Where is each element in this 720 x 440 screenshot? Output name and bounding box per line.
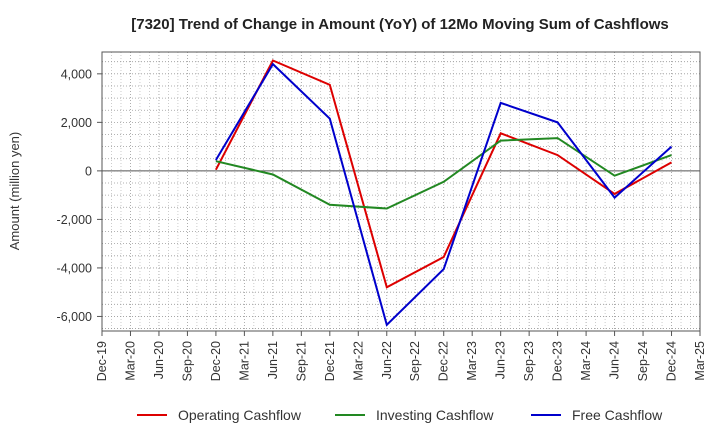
x-tick-label: Sep-23	[522, 341, 536, 381]
legend: Operating Cashflow Investing Cashflow Free…	[137, 407, 663, 423]
x-tick-label: Dec-21	[323, 341, 337, 381]
x-tick-label: Mar-25	[693, 341, 707, 381]
x-tick-label: Sep-20	[180, 341, 194, 381]
x-tick-label: Dec-19	[95, 341, 109, 381]
x-tick-label: Dec-22	[437, 341, 451, 381]
x-tick-label: Sep-21	[294, 341, 308, 381]
y-tick-label: 0	[85, 164, 92, 178]
plot-frame	[101, 51, 701, 332]
grid	[101, 52, 701, 331]
x-tick-label: Mar-20	[123, 341, 137, 381]
x-axis: Dec-19 Mar-20 Jun-20 Sep-20 Dec-20 Mar-21 Jun-…	[95, 331, 707, 381]
series-line-investing-cashflow	[215, 137, 672, 210]
x-tick-label: Jun-22	[380, 341, 394, 379]
x-tick-label: Mar-23	[465, 341, 479, 381]
y-tick-label: -6,000	[57, 310, 92, 324]
y-tick-label: -2,000	[57, 213, 92, 227]
x-tick-label: Mar-22	[351, 341, 365, 381]
y-tick-label: 4,000	[61, 67, 92, 81]
x-tick-label: Sep-24	[636, 341, 650, 381]
x-tick-label: Jun-24	[608, 341, 622, 379]
x-tick-label: Dec-20	[209, 341, 223, 381]
legend-item-investing-cashflow: Investing Cashflow	[335, 407, 494, 423]
chart-title: [7320] Trend of Change in Amount (YoY) o…	[131, 16, 669, 33]
x-tick-label: Jun-23	[494, 341, 508, 379]
series-line-free-cashflow	[215, 62, 673, 327]
x-tick-label: Dec-23	[551, 341, 565, 381]
legend-item-free-cashflow: Free Cashflow	[531, 407, 663, 423]
legend-label: Free Cashflow	[572, 407, 663, 423]
legend-item-operating-cashflow: Operating Cashflow	[137, 407, 302, 423]
series-layer	[215, 59, 673, 327]
legend-label: Operating Cashflow	[178, 407, 302, 423]
x-tick-label: Sep-22	[408, 341, 422, 381]
x-tick-label: Jun-20	[152, 341, 166, 379]
y-tick-label: -4,000	[57, 261, 92, 275]
x-tick-label: Mar-24	[579, 341, 593, 381]
series-line-operating-cashflow	[215, 59, 672, 289]
y-axis-label: Amount (million yen)	[7, 132, 22, 251]
legend-label: Investing Cashflow	[376, 407, 494, 423]
x-tick-label: Dec-24	[665, 341, 679, 381]
y-axis: 4,000 2,000 0 -2,000 -4,000 -6,000	[57, 67, 102, 324]
x-tick-label: Mar-21	[237, 341, 251, 381]
x-tick-label: Jun-21	[266, 341, 280, 379]
y-tick-label: 2,000	[61, 116, 92, 130]
